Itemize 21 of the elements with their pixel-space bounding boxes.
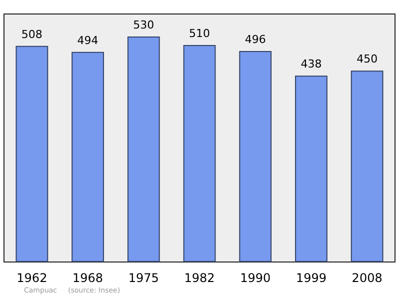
- data-label: 508: [21, 28, 42, 41]
- data-label: 496: [244, 33, 266, 46]
- bar: [295, 76, 328, 262]
- bar: [127, 36, 160, 262]
- data-label: 510: [189, 27, 210, 40]
- x-tick-label: 1982: [184, 271, 215, 285]
- x-tick-label: 1999: [296, 271, 326, 285]
- x-tick-label: 1962: [16, 271, 48, 285]
- bar: [183, 45, 216, 262]
- x-tick-label: 1975: [128, 271, 159, 285]
- data-label: 450: [356, 52, 378, 66]
- x-tick-label: 1990: [240, 271, 271, 285]
- data-label: 530: [133, 18, 154, 32]
- x-tick-label: 2008: [352, 271, 382, 285]
- x-tick-label: 1968: [72, 271, 104, 285]
- bar: [16, 46, 48, 262]
- data-label: 438: [300, 58, 322, 71]
- bar: [72, 52, 104, 262]
- bar: [239, 51, 272, 262]
- data-label: 494: [77, 34, 98, 47]
- bar: [350, 70, 384, 262]
